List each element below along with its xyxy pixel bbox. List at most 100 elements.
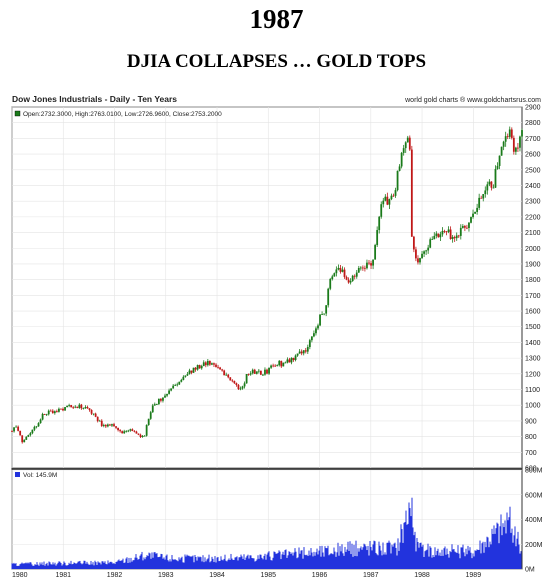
up-candle-body xyxy=(211,363,213,365)
up-candle-body xyxy=(255,371,258,374)
up-candle-body xyxy=(102,425,105,426)
down-candle-body xyxy=(412,236,415,250)
volume-bar xyxy=(461,547,463,569)
volume-bar xyxy=(73,562,75,569)
volume-bar xyxy=(24,563,26,569)
volume-bar xyxy=(519,553,521,569)
up-candle-body xyxy=(294,355,297,361)
volume-bar xyxy=(235,557,237,569)
down-candle-body xyxy=(510,129,513,138)
up-candle-body xyxy=(394,190,397,196)
volume-bar xyxy=(323,556,325,569)
volume-bar xyxy=(118,559,120,569)
up-candle-body xyxy=(476,207,479,212)
up-candle-body xyxy=(461,226,464,228)
volume-bar xyxy=(110,561,112,569)
volume-bar xyxy=(277,552,279,569)
volume-bar xyxy=(470,552,472,569)
volume-bar xyxy=(125,558,127,569)
volume-bar xyxy=(439,552,441,569)
volume-bar xyxy=(362,547,364,569)
up-candle-body xyxy=(84,407,87,409)
volume-bar xyxy=(174,559,176,569)
volume-bar xyxy=(185,556,187,569)
volume-bar xyxy=(114,564,116,569)
volume-bar xyxy=(271,560,273,569)
up-candle-body xyxy=(372,259,374,266)
volume-bar xyxy=(450,552,452,569)
down-candle-body xyxy=(131,429,134,431)
up-candle-body xyxy=(296,353,299,356)
volume-bar xyxy=(394,542,396,569)
down-candle-body xyxy=(198,365,201,369)
volume-bar xyxy=(179,559,181,569)
volume-bar xyxy=(255,560,257,569)
up-candle-body xyxy=(514,147,517,152)
volume-bar xyxy=(259,554,261,569)
volume-bar xyxy=(42,565,44,569)
volume-bar xyxy=(429,546,431,569)
up-candle-body xyxy=(319,314,321,326)
volume-bar xyxy=(490,544,492,569)
volume-bar xyxy=(231,558,233,569)
volume-bar xyxy=(162,558,164,569)
volume-bar xyxy=(397,538,399,569)
volume-bar xyxy=(234,557,236,569)
volume-bar xyxy=(413,535,415,569)
volume-bar xyxy=(361,549,363,569)
volume-bar xyxy=(290,553,292,569)
volume-bar xyxy=(408,502,410,569)
up-candle-body xyxy=(192,367,195,373)
volume-bar xyxy=(285,549,287,569)
volume-bar xyxy=(137,559,139,569)
volume-bar xyxy=(188,555,190,569)
volume-bar xyxy=(487,537,489,569)
volume-bar xyxy=(37,564,39,569)
up-candle-body xyxy=(492,187,495,189)
up-candle-body xyxy=(382,200,385,205)
down-candle-body xyxy=(237,384,240,390)
volume-bar xyxy=(50,564,52,569)
volume-bar xyxy=(109,561,111,569)
down-candle-body xyxy=(445,231,448,233)
volume-bar xyxy=(223,558,225,569)
down-candle-body xyxy=(370,263,372,266)
volume-bar xyxy=(121,560,123,569)
up-candle-body xyxy=(64,407,66,411)
up-candle-body xyxy=(327,288,330,306)
price-tick-label: 1800 xyxy=(525,277,541,284)
up-candle-body xyxy=(186,374,189,376)
volume-bar xyxy=(84,560,86,569)
volume-bar xyxy=(41,562,43,569)
volume-bar xyxy=(393,543,395,569)
volume-bar xyxy=(395,547,397,569)
volume-bar xyxy=(516,538,518,569)
volume-bar xyxy=(257,555,259,569)
volume-bar xyxy=(328,555,330,569)
down-candle-body xyxy=(466,227,468,229)
price-tick-label: 1900 xyxy=(525,261,541,268)
volume-bar xyxy=(207,558,209,569)
down-candle-body xyxy=(213,363,215,365)
down-candle-body xyxy=(80,404,83,409)
volume-bar xyxy=(446,548,448,569)
volume-bar xyxy=(232,559,234,569)
down-candle-body xyxy=(415,249,417,259)
up-candle-body xyxy=(151,405,154,413)
down-candle-body xyxy=(21,435,24,443)
volume-bar xyxy=(195,556,197,569)
volume-bar xyxy=(60,563,62,569)
volume-bar xyxy=(35,564,37,569)
volume-bar xyxy=(135,554,137,569)
volume-bar xyxy=(473,556,475,569)
down-candle-body xyxy=(345,276,348,280)
volume-bar xyxy=(69,563,71,569)
up-candle-body xyxy=(508,129,511,137)
up-candle-body xyxy=(111,424,113,426)
volume-bar xyxy=(81,564,83,569)
volume-bar xyxy=(83,560,85,569)
volume-bar xyxy=(476,549,478,569)
volume-bar xyxy=(245,557,247,569)
up-candle-body xyxy=(425,250,428,252)
down-candle-body xyxy=(417,258,419,263)
